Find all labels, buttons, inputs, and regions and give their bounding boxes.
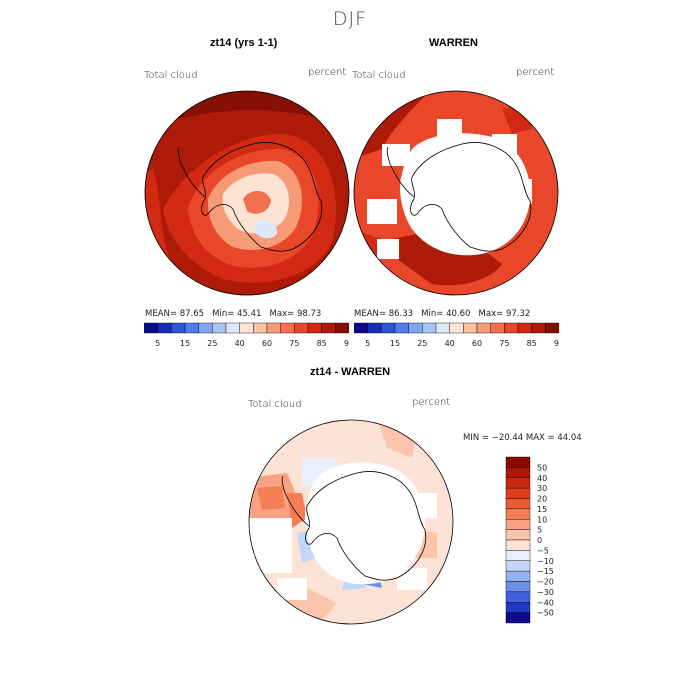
panel1-colorbar-tick-label: 60 — [262, 339, 272, 348]
panel2-colorbar-tick-label: 75 — [499, 339, 509, 348]
panel2-colorbar-tick-label: 95 — [554, 339, 559, 348]
panel2-colorbar-swatch — [408, 322, 423, 334]
panel3-colorbar-tick-label: 50 — [537, 463, 547, 472]
panel1-colorbar-swatch — [266, 322, 281, 334]
panel2-variable-label: Total cloud — [352, 70, 406, 81]
panel3-units-label: percent — [412, 397, 451, 408]
panel2-colorbar: 5 15 25 40 60 75 85 95 — [354, 322, 559, 348]
panel1-colorbar-tick-label: 25 — [207, 339, 217, 348]
panel3-colorbar-swatch — [505, 508, 531, 520]
panel3-colorbar-tick-label: 15 — [537, 505, 547, 514]
panel3-title: zt14 - WARREN — [310, 366, 391, 378]
panel1-colorbar-tick-label: 95 — [344, 339, 349, 348]
panel3-colorbar-swatch — [505, 560, 531, 572]
panel2-colorbar-swatch — [504, 322, 519, 334]
panel2-colorbar-swatch — [463, 322, 478, 334]
panel3-colorbar-swatch — [505, 477, 531, 489]
panel3-colorbar-swatch — [505, 487, 531, 499]
panel1-colorbar-tick-label: 5 — [155, 339, 160, 348]
panel2-colorbar-tick-label: 25 — [417, 339, 427, 348]
panel3-colorbar-swatch — [505, 519, 531, 530]
panel1-units-label: percent — [308, 67, 347, 78]
panel3-colorbar-swatch — [505, 591, 531, 603]
panel3-colorbar-tick-label: 5 — [537, 526, 542, 535]
panel3-colorbar-swatch — [505, 456, 531, 468]
panel1-colorbar-swatch — [307, 322, 322, 334]
panel2-colorbar-tick-label: 60 — [472, 339, 482, 348]
panel1-title: zt14 (yrs 1-1) — [210, 37, 278, 49]
panel1-colorbar-swatch — [144, 322, 158, 334]
panel2-colorbar-swatch — [517, 322, 532, 334]
panel3-colorbar-swatch — [505, 467, 531, 478]
panel3-colorbar-swatch — [505, 612, 531, 624]
panel3-colorbar-tick-label: −20 — [537, 578, 554, 587]
panel3-variable-label: Total cloud — [248, 399, 302, 410]
panel2-colorbar-swatch — [367, 322, 382, 334]
season-title: DJF — [332, 8, 368, 30]
panel1-colorbar-tick-label: 40 — [235, 339, 245, 348]
panel3-polar-map — [248, 419, 454, 625]
panel2-colorbar-swatch — [394, 322, 409, 334]
panel2-polar-map — [353, 90, 559, 296]
panel2-colorbar-swatch — [435, 322, 450, 334]
panel1-colorbar-swatch — [184, 322, 199, 334]
panel1-polar-map — [144, 90, 350, 296]
panel2-colorbar-swatch — [422, 322, 437, 334]
panel3-colorbar-swatch — [505, 570, 531, 582]
panel1-colorbar-swatch — [321, 322, 336, 334]
panel1-colorbar-swatch — [212, 322, 227, 334]
panel3-colorbar-tick-label: 20 — [537, 495, 547, 504]
panel1-colorbar-swatch — [157, 322, 172, 334]
panel2-units-label: percent — [516, 67, 555, 78]
panel3-colorbar-tick-label: −50 — [537, 609, 554, 618]
panel1-stats: MEAN= 87.65 Min= 45.41 Max= 98.73 — [145, 309, 322, 319]
panel2-colorbar-swatch — [490, 322, 505, 334]
panel1-colorbar-swatch — [280, 322, 295, 334]
panel1-colorbar-tick-label: 15 — [180, 339, 190, 348]
panel3-colorbar-tick-label: −5 — [537, 546, 549, 555]
panel3-minmax: MIN = −20.44 MAX = 44.04 — [463, 433, 582, 443]
panel3-colorbar-swatch — [505, 581, 531, 593]
panel3-colorbar-swatch — [505, 539, 531, 551]
panel3-colorbar-swatch — [505, 550, 531, 561]
panel1-variable-label: Total cloud — [144, 70, 198, 81]
panel2-stats: MEAN= 86.33 Min= 40.60 Max= 97.32 — [354, 309, 531, 319]
panel1-colorbar-swatch — [171, 322, 186, 334]
panel1-colorbar-swatch — [253, 322, 268, 334]
panel2-colorbar-swatch — [381, 322, 396, 334]
panel3-colorbar-swatch — [505, 498, 531, 510]
panel3-colorbar-tick-label: 10 — [537, 515, 547, 524]
panel2-colorbar-swatch — [476, 322, 491, 334]
panel1-colorbar-swatch — [294, 322, 309, 334]
panel1-colorbar-swatch — [239, 322, 254, 334]
panel2-title: WARREN — [429, 37, 478, 49]
panel3-colorbar-tick-label: −10 — [537, 557, 554, 566]
panel2-colorbar-swatch — [354, 322, 368, 334]
panel3-colorbar-tick-label: −15 — [537, 567, 554, 576]
panel2-colorbar-swatch — [545, 322, 559, 334]
panel2-colorbar-tick-label: 15 — [390, 339, 400, 348]
panel2-colorbar-swatch — [531, 322, 546, 334]
panel3-colorbar-tick-label: 0 — [537, 536, 542, 545]
panel2-colorbar-tick-label: 40 — [445, 339, 455, 348]
panel3-colorbar-tick-label: −40 — [537, 598, 554, 607]
panel1-colorbar-tick-label: 75 — [289, 339, 299, 348]
panel1-colorbar-swatch — [335, 322, 349, 334]
panel3-colorbar-swatch — [505, 602, 531, 613]
panel1-colorbar-swatch — [225, 322, 240, 334]
panel1-colorbar-tick-label: 85 — [317, 339, 327, 348]
panel2-colorbar-swatch — [449, 322, 464, 334]
panel1-colorbar: 5 15 25 40 60 75 85 95 — [144, 322, 349, 348]
panel3-colorbar-tick-label: −30 — [537, 588, 554, 597]
panel3-colorbar-swatch — [505, 529, 531, 541]
panel2-colorbar-tick-label: 5 — [365, 339, 370, 348]
panel3-colorbar-tick-label: 40 — [537, 474, 547, 483]
panel2-colorbar-tick-label: 85 — [527, 339, 537, 348]
panel1-colorbar-swatch — [198, 322, 213, 334]
panel3-colorbar-tick-label: 30 — [537, 484, 547, 493]
